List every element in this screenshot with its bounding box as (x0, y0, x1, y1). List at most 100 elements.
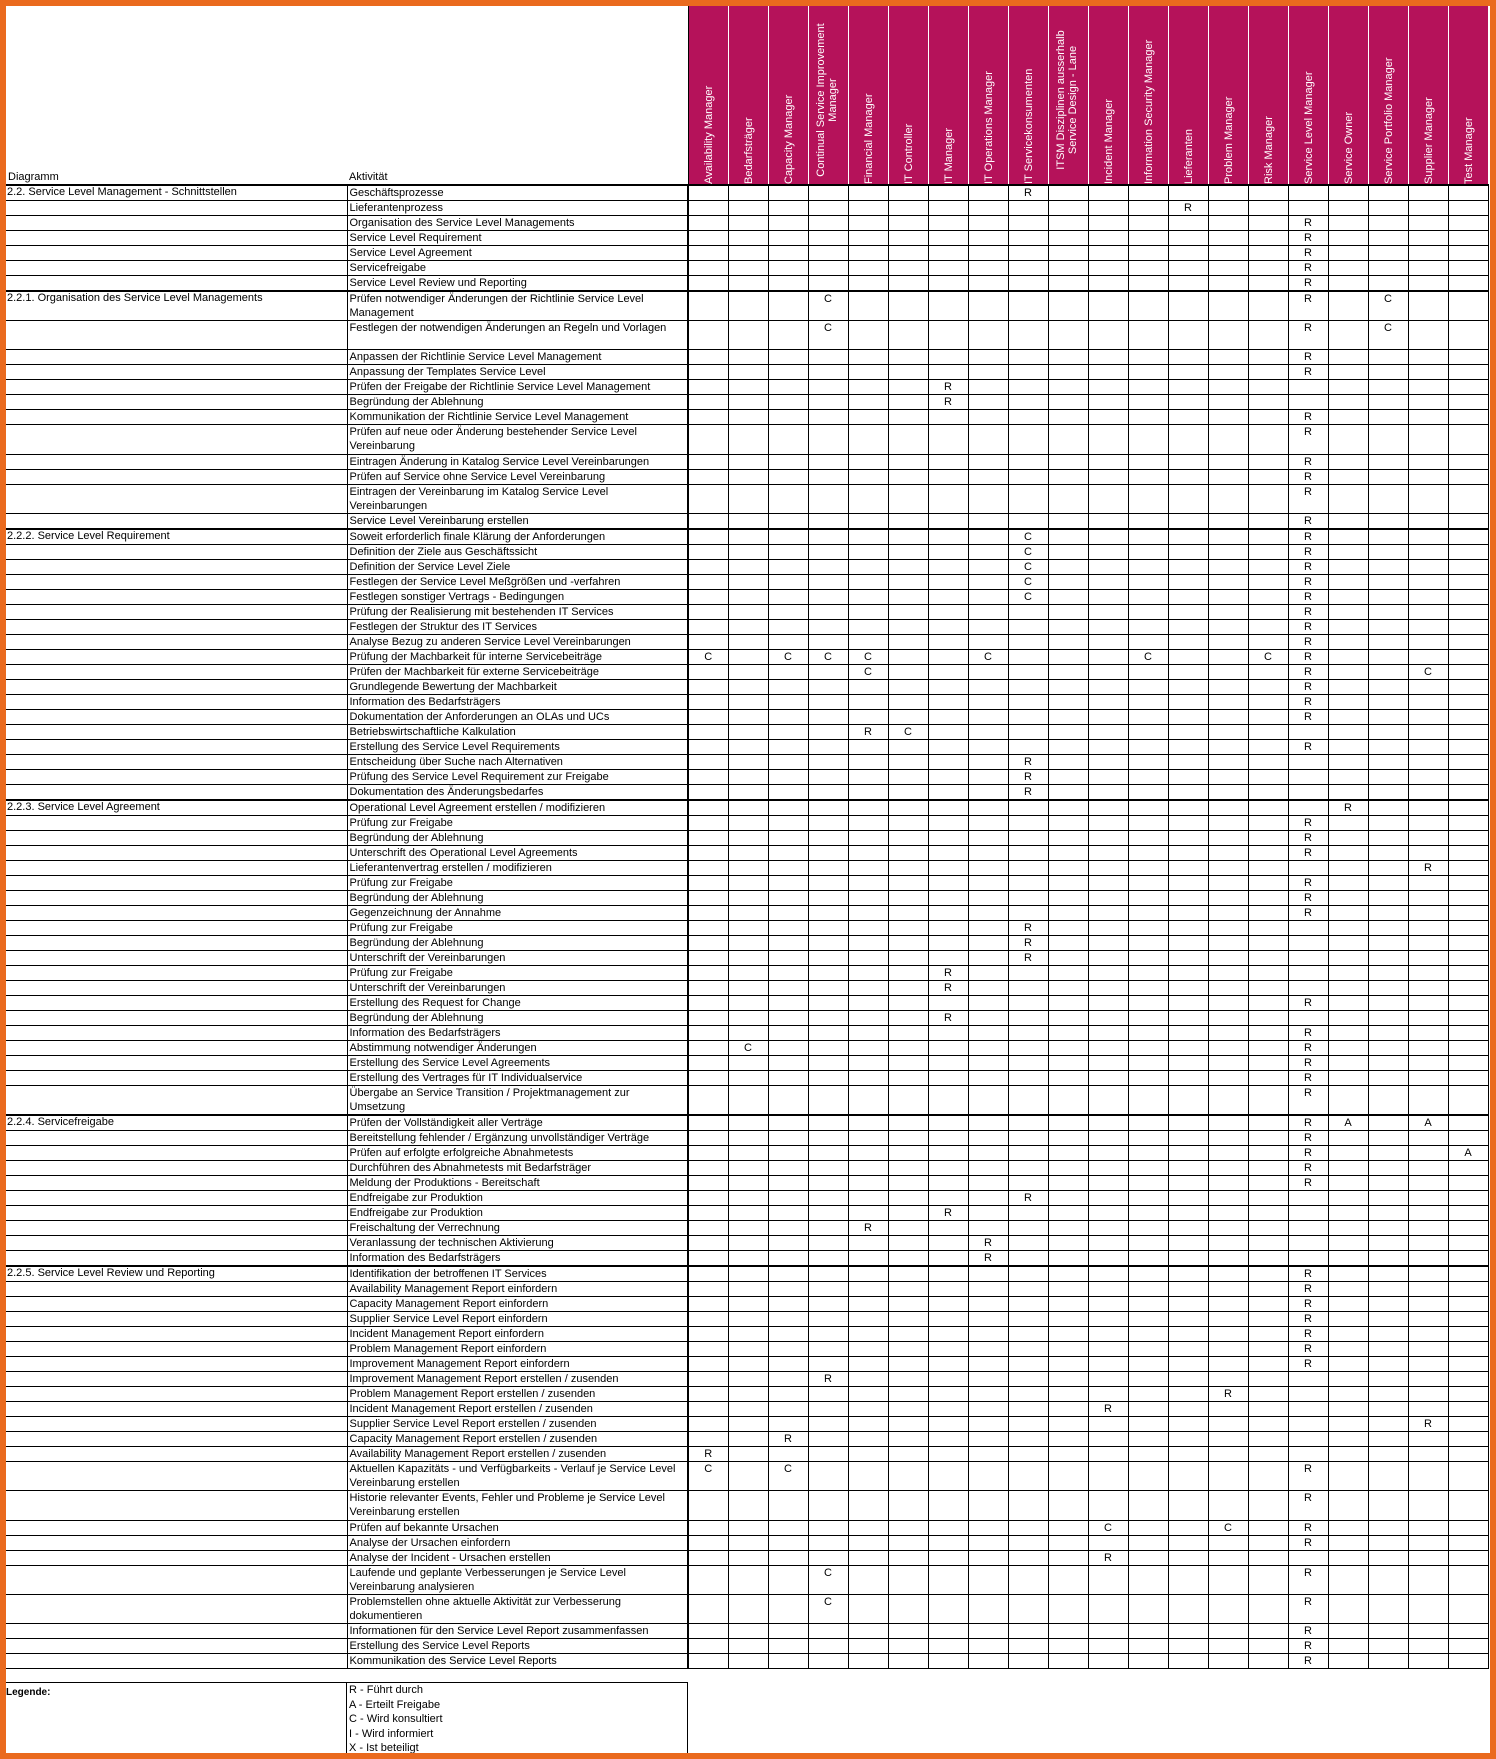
raci-cell[interactable] (687, 379, 729, 396)
raci-cell[interactable] (1248, 784, 1289, 801)
raci-cell[interactable]: C (1008, 589, 1049, 605)
raci-cell[interactable] (728, 890, 769, 906)
raci-cell[interactable] (808, 1025, 849, 1041)
raci-cell[interactable] (1208, 1175, 1249, 1191)
raci-cell[interactable] (1448, 860, 1489, 876)
raci-cell[interactable] (968, 1296, 1009, 1312)
raci-cell[interactable] (1248, 995, 1289, 1011)
raci-cell[interactable] (888, 364, 929, 381)
raci-cell[interactable] (1368, 860, 1409, 876)
raci-cell[interactable] (768, 230, 809, 246)
role-header[interactable]: Service Owner (1328, 6, 1369, 185)
raci-cell[interactable] (1368, 1281, 1409, 1297)
raci-cell[interactable]: R (1328, 798, 1369, 816)
raci-cell[interactable] (687, 724, 729, 740)
raci-cell[interactable] (1328, 1446, 1369, 1462)
raci-cell[interactable] (1008, 845, 1049, 861)
activity-cell[interactable]: Anpassen der Richtlinie Service Level Ma… (346, 349, 689, 366)
raci-cell[interactable] (1168, 1190, 1209, 1206)
raci-cell[interactable] (1168, 709, 1209, 725)
raci-cell[interactable] (1368, 1341, 1409, 1357)
raci-cell[interactable] (968, 1653, 1009, 1670)
raci-cell[interactable] (687, 1520, 729, 1536)
raci-cell[interactable] (1328, 424, 1369, 455)
raci-cell[interactable] (728, 559, 769, 575)
raci-cell[interactable] (1168, 260, 1209, 276)
raci-cell[interactable] (888, 527, 929, 545)
raci-cell[interactable] (687, 920, 729, 936)
diagram-cell[interactable]: 2.2.5. Service Level Review und Reportin… (6, 1264, 347, 1282)
raci-cell[interactable] (928, 230, 969, 246)
raci-cell[interactable] (1368, 995, 1409, 1011)
raci-cell[interactable] (1128, 275, 1169, 292)
raci-cell[interactable] (768, 364, 809, 381)
raci-cell[interactable] (728, 574, 769, 590)
raci-cell[interactable] (1208, 1341, 1249, 1357)
raci-cell[interactable]: R (1288, 215, 1329, 231)
raci-cell[interactable] (1048, 1416, 1089, 1432)
raci-cell[interactable] (928, 1416, 969, 1432)
raci-cell[interactable] (1168, 860, 1209, 876)
raci-cell[interactable] (808, 890, 849, 906)
raci-cell[interactable] (1328, 905, 1369, 921)
raci-cell[interactable] (687, 875, 729, 891)
raci-cell[interactable] (728, 394, 769, 411)
diagram-cell[interactable] (6, 1130, 347, 1146)
activity-cell[interactable]: Analyse Bezug zu anderen Service Level V… (346, 634, 689, 650)
raci-cell[interactable] (728, 245, 769, 261)
raci-cell[interactable] (687, 1264, 729, 1282)
raci-cell[interactable] (1288, 784, 1329, 801)
raci-cell[interactable] (1128, 1311, 1169, 1327)
raci-cell[interactable] (968, 1565, 1009, 1595)
raci-cell[interactable] (1168, 1594, 1209, 1625)
raci-cell[interactable] (1208, 619, 1249, 635)
raci-cell[interactable] (768, 1638, 809, 1655)
raci-cell[interactable] (1248, 1550, 1289, 1566)
raci-cell[interactable] (687, 1341, 729, 1357)
raci-cell[interactable] (1048, 1235, 1089, 1251)
raci-cell[interactable] (848, 1623, 889, 1640)
raci-cell[interactable] (808, 364, 849, 381)
raci-cell[interactable] (1048, 845, 1089, 861)
raci-cell[interactable]: A (1328, 1113, 1369, 1131)
raci-cell[interactable] (848, 1264, 889, 1282)
raci-cell[interactable] (1448, 1235, 1489, 1251)
raci-cell[interactable] (848, 1296, 889, 1312)
raci-cell[interactable] (1248, 1356, 1289, 1372)
raci-cell[interactable] (1008, 1220, 1049, 1236)
raci-cell[interactable] (1248, 1653, 1289, 1670)
raci-cell[interactable] (1128, 1550, 1169, 1566)
raci-cell[interactable] (808, 739, 849, 755)
raci-cell[interactable] (808, 527, 849, 545)
raci-cell[interactable] (1008, 664, 1049, 680)
raci-cell[interactable] (768, 890, 809, 906)
diagram-cell[interactable] (6, 349, 347, 366)
raci-cell[interactable] (1208, 1461, 1249, 1492)
raci-cell[interactable] (1408, 200, 1449, 216)
raci-cell[interactable] (1128, 815, 1169, 831)
raci-cell[interactable] (1248, 634, 1289, 650)
raci-cell[interactable] (768, 634, 809, 650)
raci-cell[interactable] (1128, 184, 1169, 201)
raci-cell[interactable] (1048, 230, 1089, 246)
diagram-cell[interactable] (6, 769, 347, 785)
raci-cell[interactable]: R (928, 1205, 969, 1221)
raci-cell[interactable] (1008, 619, 1049, 635)
raci-cell[interactable] (888, 845, 929, 861)
activity-cell[interactable]: Information des Bedarfsträgers (346, 694, 689, 710)
raci-cell[interactable]: R (1288, 260, 1329, 276)
diagram-cell[interactable] (6, 1160, 347, 1176)
raci-cell[interactable] (1088, 1145, 1129, 1161)
raci-cell[interactable] (968, 1190, 1009, 1206)
raci-cell[interactable] (1008, 1653, 1049, 1670)
raci-cell[interactable] (728, 215, 769, 231)
raci-cell[interactable] (1088, 589, 1129, 605)
activity-cell[interactable]: Definition der Ziele aus Geschäftssicht (346, 544, 689, 560)
raci-cell[interactable] (1408, 230, 1449, 246)
raci-cell[interactable] (848, 1113, 889, 1131)
raci-cell[interactable]: R (1408, 860, 1449, 876)
activity-cell[interactable]: Unterschrift des Operational Level Agree… (346, 845, 689, 861)
raci-cell[interactable] (1048, 1040, 1089, 1056)
raci-cell[interactable] (888, 1264, 929, 1282)
raci-cell[interactable] (1168, 484, 1209, 514)
